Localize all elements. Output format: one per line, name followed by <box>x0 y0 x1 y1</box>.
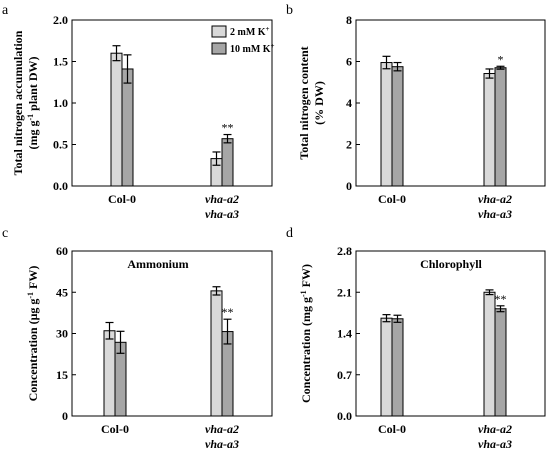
y-axis-label-line2-a: (mg g-1 plant DW) <box>26 56 41 149</box>
y-tick-label-a: 0.5 <box>53 138 68 152</box>
y-axis-label-c: Concentration (μg g-1 FW) <box>26 266 41 402</box>
y-tick-label-a: 2.0 <box>53 13 68 27</box>
y-axis-label-d: Concentration (mg g-1 FW) <box>299 264 314 403</box>
category-label-c: vha-a3 <box>205 437 239 451</box>
legend: 2 mM K+ 10 mM K+ <box>211 25 275 55</box>
error-bar-d <box>496 305 505 313</box>
y-tick-label-d: 2.8 <box>337 244 352 258</box>
error-bar-a <box>123 54 132 84</box>
legend-label: 10 mM K+ <box>230 42 275 55</box>
bar-c <box>103 330 116 417</box>
bar-b <box>483 73 496 187</box>
y-tick-label-c: 45 <box>56 285 68 299</box>
panel-label-b: b <box>286 3 293 18</box>
bar-b <box>391 66 404 187</box>
category-label-c: vha-a2 <box>205 422 239 436</box>
error-bar-d <box>382 314 391 323</box>
y-tick-label-d: 2.1 <box>337 285 352 299</box>
legend-swatch <box>211 42 227 55</box>
category-label-d: Col-0 <box>378 422 406 436</box>
significance-mark-b: * <box>498 52 504 66</box>
y-tick-label-c: 15 <box>56 368 68 382</box>
y-axis-label-a: Total nitrogen accumulation <box>11 30 25 175</box>
error-bar-c <box>212 286 221 296</box>
bar-a <box>221 138 234 187</box>
bar-d <box>494 308 507 417</box>
legend-label: 2 mM K+ <box>230 25 270 38</box>
y-tick-label-c: 0 <box>62 409 68 423</box>
panel-label-d: d <box>286 226 293 241</box>
error-bar-b <box>496 65 505 70</box>
y-tick-label-b: 4 <box>346 96 352 110</box>
y-tick-label-c: 60 <box>56 244 68 258</box>
significance-mark-a: ** <box>222 121 234 135</box>
bar-a <box>121 68 134 187</box>
error-bar-d <box>485 289 494 296</box>
panel-label-c: c <box>2 226 8 241</box>
category-label-b: vha-a3 <box>478 207 512 221</box>
y-tick-label-a: 1.5 <box>53 55 68 69</box>
error-bar-a <box>112 45 121 62</box>
category-label-d: vha-a3 <box>478 437 512 451</box>
y-axis-label-b: Total nitrogen content <box>297 46 311 159</box>
error-bar-c <box>105 321 114 340</box>
error-bar-a <box>223 133 232 144</box>
plot-frame-c <box>71 250 273 417</box>
bar-d <box>391 318 404 417</box>
y-tick-label-b: 0 <box>346 179 352 193</box>
category-label-a: Col-0 <box>108 192 136 206</box>
category-label-c: Col-0 <box>101 422 129 436</box>
bar-b <box>494 67 507 187</box>
bar-b <box>380 62 393 187</box>
error-bar-b <box>382 55 391 70</box>
y-tick-label-d: 0.7 <box>337 368 352 382</box>
y-tick-label-b: 6 <box>346 55 352 69</box>
panel-title-d: Chlorophyll <box>420 257 482 271</box>
y-tick-label-b: 2 <box>346 138 352 152</box>
error-bar-c <box>116 330 125 354</box>
category-label-b: vha-a2 <box>478 192 512 206</box>
error-bar-b <box>393 61 402 72</box>
panel-label-a: a <box>2 3 9 18</box>
error-bar-d <box>393 314 402 323</box>
y-tick-label-d: 1.4 <box>337 327 352 341</box>
y-tick-label-a: 1.0 <box>53 96 68 110</box>
y-tick-label-b: 8 <box>346 13 352 27</box>
category-label-d: vha-a2 <box>478 422 512 436</box>
legend-swatch <box>211 25 227 38</box>
significance-mark-c: ** <box>222 305 234 319</box>
y-tick-label-d: 0.0 <box>337 409 352 423</box>
y-axis-label-line2-b: (% DW) <box>312 81 326 125</box>
bar-d <box>380 317 393 417</box>
bar-a <box>110 52 123 187</box>
category-label-b: Col-0 <box>378 192 406 206</box>
error-bar-c <box>223 318 232 345</box>
y-tick-label-a: 0.0 <box>53 179 68 193</box>
error-bar-b <box>485 68 494 79</box>
bar-c <box>210 290 223 417</box>
category-label-a: vha-a2 <box>205 192 239 206</box>
category-label-a: vha-a3 <box>205 207 239 221</box>
error-bar-a <box>212 151 221 166</box>
significance-mark-d: ** <box>495 292 507 306</box>
y-tick-label-c: 30 <box>56 327 68 341</box>
bar-d <box>483 291 496 417</box>
panel-title-c: Ammonium <box>127 257 188 271</box>
